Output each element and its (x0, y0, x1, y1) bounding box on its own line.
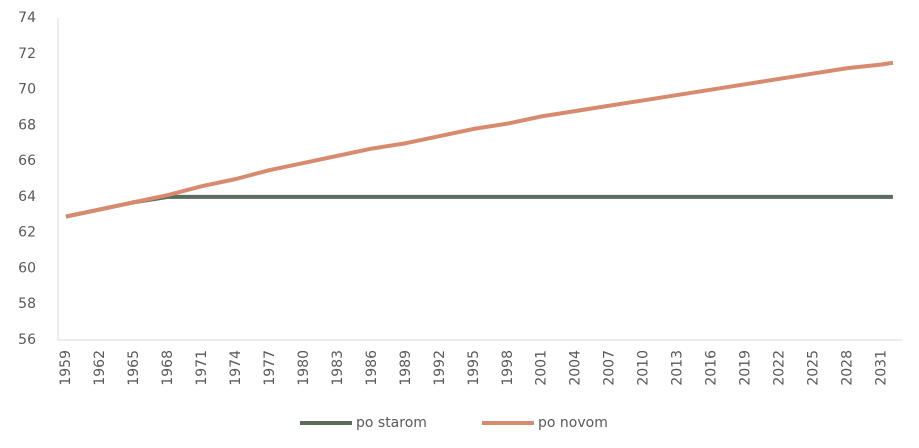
x-tick-label: 1974 (228, 350, 244, 386)
x-tick-label: 1965 (126, 350, 142, 386)
x-tick-label: 1986 (364, 350, 380, 386)
x-tick-label: 2016 (704, 350, 720, 386)
x-tick-label: 2022 (772, 350, 788, 386)
legend-label: po starom (356, 415, 427, 431)
x-tick-label: 2025 (806, 350, 822, 386)
x-tick-label: 1998 (500, 350, 516, 386)
y-tick-label: 56 (18, 332, 36, 348)
y-tick-label: 60 (18, 260, 36, 276)
x-tick-label: 2010 (636, 350, 652, 386)
y-tick-label: 70 (18, 82, 36, 98)
series-line (65, 194, 893, 219)
y-tick-label: 74 (18, 10, 36, 26)
y-tick-label: 72 (18, 46, 36, 62)
y-tick-label: 68 (18, 117, 36, 133)
y-tick-label: 58 (18, 296, 36, 312)
x-tick-label: 2019 (738, 350, 754, 386)
x-tick-label: 1983 (330, 350, 346, 386)
y-tick-label: 66 (18, 153, 36, 169)
x-tick-label: 1968 (160, 350, 176, 386)
x-tick-label: 1989 (398, 350, 414, 386)
y-tick-label: 62 (18, 225, 36, 241)
x-tick-label: 1959 (58, 350, 74, 386)
x-tick-label: 2004 (568, 350, 584, 386)
x-tick-label: 1995 (466, 350, 482, 386)
x-tick-label: 2031 (874, 350, 890, 386)
x-tick-label: 2001 (534, 350, 550, 386)
x-tick-label: 2007 (602, 350, 618, 386)
x-tick-label: 1962 (92, 350, 108, 386)
legend-label: po novom (538, 415, 608, 431)
x-tick-label: 1971 (194, 350, 210, 386)
x-tick-label: 2013 (670, 350, 686, 386)
x-tick-label: 2028 (840, 350, 856, 386)
series-line (65, 60, 894, 219)
x-tick-label: 1980 (296, 350, 312, 386)
x-tick-label: 1992 (432, 350, 448, 386)
x-tick-label: 1977 (262, 350, 278, 386)
y-tick-label: 64 (18, 189, 36, 205)
